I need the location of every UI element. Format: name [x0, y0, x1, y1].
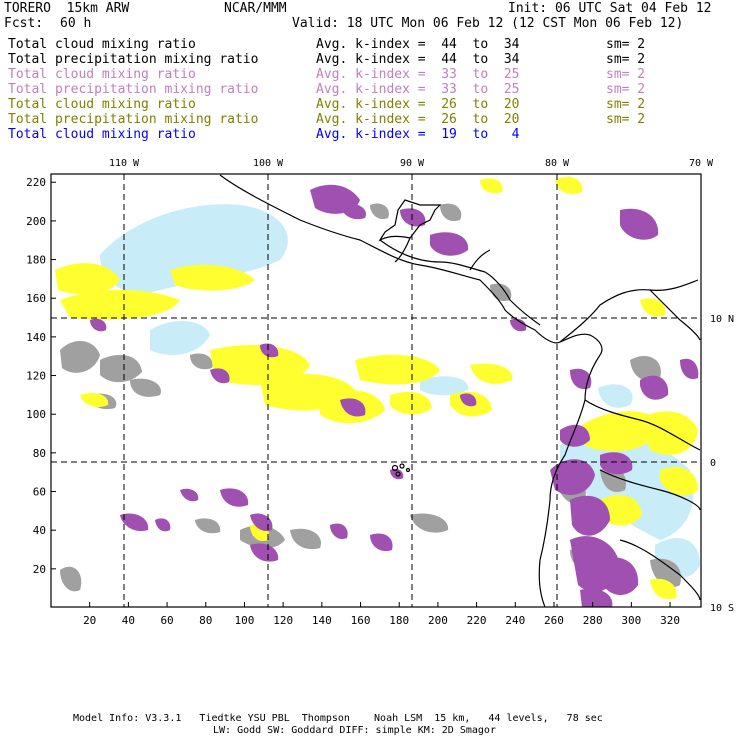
legend-field: Total precipitation mixing ratio: [8, 82, 259, 97]
x-tick-label: 200: [428, 614, 448, 627]
x-tick-label: 240: [505, 614, 525, 627]
x-tick-label: 160: [351, 614, 371, 627]
y-tick-label: 220: [26, 176, 46, 189]
y-tick-label: 180: [26, 254, 46, 267]
footer-model-info: Model Info: V3.3.1 Tiedtke YSU PBL Thomp…: [73, 713, 603, 724]
lon-label: 100 W: [253, 158, 284, 169]
y-tick-label: 140: [26, 331, 46, 344]
legend-range: Avg. k-index = 33 to 25: [316, 82, 520, 97]
legend-range: Avg. k-index = 19 to 4: [316, 127, 520, 142]
legend-sm: sm= 2: [606, 52, 646, 67]
legend-field: Total cloud mixing ratio: [8, 37, 196, 52]
y-tick-label: 60: [33, 486, 46, 499]
legend-range: Avg. k-index = 44 to 34: [316, 52, 520, 67]
field-layer: [55, 176, 700, 607]
lon-label: 70 W: [689, 158, 714, 169]
lon-label: 90 W: [400, 158, 425, 169]
lon-label: 80 W: [545, 158, 570, 169]
legend-range: Avg. k-index = 26 to 20: [316, 97, 520, 112]
axis-layer: 110 W 100 W 90 W 80 W 70 W 10 N 0 10 S 220 200 180…: [26, 158, 734, 627]
y-tick-label: 100: [26, 408, 46, 421]
plot-frame: [50, 173, 702, 608]
model-name: TORERO 15km ARW: [4, 1, 130, 16]
coastlines: [219, 174, 701, 607]
init-time: Init: 06 UTC Sat 04 Feb 12: [508, 1, 712, 16]
x-tick-label: 120: [273, 614, 293, 627]
legend-sm: sm= 2: [606, 97, 646, 112]
y-tick-label: 20: [33, 563, 46, 576]
legend-sm: sm= 2: [606, 112, 646, 127]
lon-label: 110 W: [109, 158, 140, 169]
center-name: NCAR/MMM: [224, 1, 287, 16]
x-tick-label: 220: [467, 614, 487, 627]
lightblue-field: [100, 204, 700, 579]
legend-field: Total precipitation mixing ratio: [8, 52, 259, 67]
y-tick-label: 200: [26, 215, 46, 228]
legend-sm: sm= 2: [606, 37, 646, 52]
footer-physics: LW: Godd SW: Goddard DIFF: simple KM: 2D…: [213, 725, 496, 736]
x-tick-label: 40: [122, 614, 135, 627]
x-tick-label: 100: [235, 614, 255, 627]
legend-sm: sm= 2: [606, 82, 646, 97]
lat-label: 10 S: [710, 603, 734, 614]
gray-field: [60, 203, 681, 592]
yellow-field: [55, 176, 698, 600]
fcst-value: 60 h: [60, 16, 92, 31]
x-tick-label: 20: [83, 614, 96, 627]
x-tick-label: 140: [312, 614, 332, 627]
legend-range: Avg. k-index = 33 to 25: [316, 67, 520, 82]
legend-field: Total cloud mixing ratio: [8, 127, 196, 142]
y-tick-label: 80: [33, 447, 46, 460]
x-tick-label: 300: [621, 614, 641, 627]
legend-field: Total cloud mixing ratio: [8, 97, 196, 112]
valid-time: Valid: 18 UTC Mon 06 Feb 12 (12 CST Mon …: [292, 16, 684, 31]
legend-field: Total cloud mixing ratio: [8, 67, 196, 82]
lat-label: 0: [710, 458, 716, 469]
y-tick-label: 40: [33, 524, 46, 537]
legend-sm: sm= 2: [606, 67, 646, 82]
y-tick-label: 160: [26, 292, 46, 305]
x-tick-label: 260: [544, 614, 564, 627]
x-tick-label: 80: [199, 614, 212, 627]
graticule: [51, 174, 701, 607]
legend-range: Avg. k-index = 26 to 20: [316, 112, 520, 127]
legend-field: Total precipitation mixing ratio: [8, 112, 259, 127]
legend-range: Avg. k-index = 44 to 34: [316, 37, 520, 52]
x-tick-label: 180: [389, 614, 409, 627]
y-tick-label: 120: [26, 370, 46, 383]
fcst-label: Fcst:: [4, 16, 44, 31]
purple-field: [90, 184, 699, 607]
x-tick-label: 320: [660, 614, 680, 627]
x-tick-label: 60: [160, 614, 173, 627]
x-tick-label: 280: [583, 614, 603, 627]
lat-label: 10 N: [710, 314, 734, 325]
